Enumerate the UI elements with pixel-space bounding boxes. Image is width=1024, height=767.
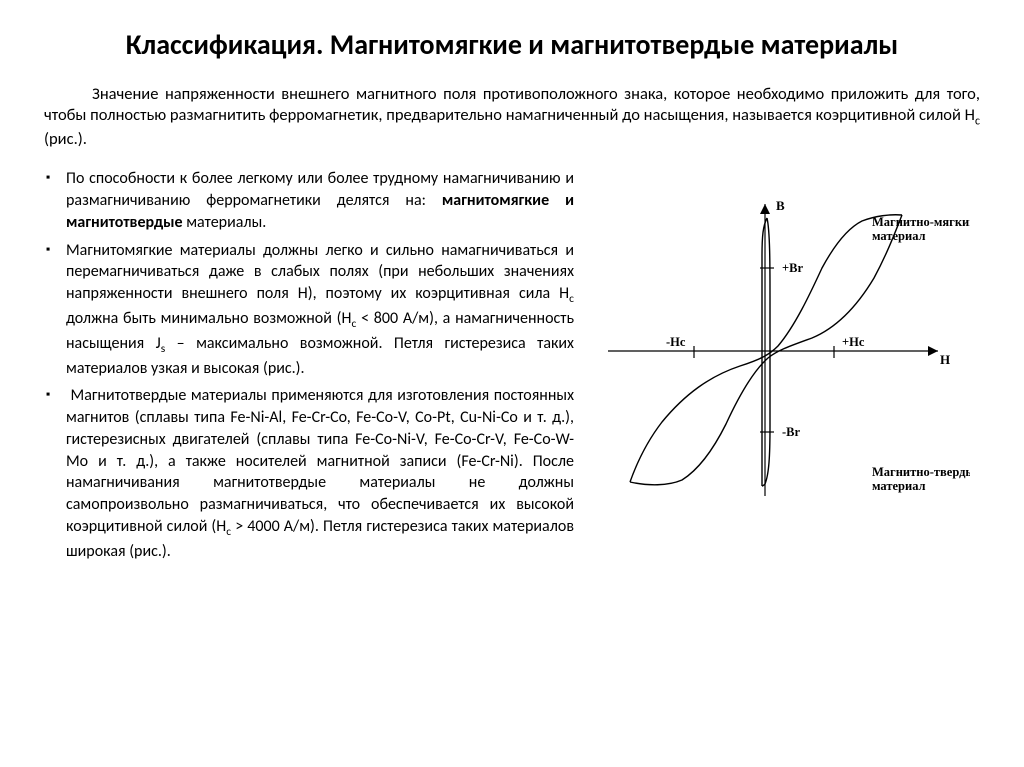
intro-paragraph: Значение напряженности внешнего магнитно…: [44, 84, 980, 151]
list-item: Магнитотвердые материалы применяются для…: [44, 385, 574, 562]
bullet-list: По способности к более легкому или более…: [44, 168, 574, 562]
label-minus-br: -Br: [782, 425, 801, 439]
content-columns: По способности к более легкому или более…: [44, 168, 980, 568]
label-plus-hc: +Hc: [842, 335, 865, 349]
label-plus-br: +Br: [782, 261, 803, 275]
list-item: По способности к более легкому или более…: [44, 168, 574, 233]
page-title: Классификация. Магнитомягкие и магнитотв…: [44, 28, 980, 62]
label-soft-material: Магнитно-мягкий материал: [872, 215, 970, 243]
hysteresis-diagram: B H +Br -Br +Hc -Hc Магнитно-мягкий мате…: [590, 186, 970, 526]
axis-label-h: H: [940, 352, 950, 367]
axis-label-b: B: [776, 198, 785, 213]
narrow-loop-right: [762, 218, 770, 486]
figure-column: B H +Br -Br +Hc -Hc Магнитно-мягкий мате…: [590, 168, 980, 568]
label-hard-material: Магнитно-твердый материал: [872, 465, 970, 493]
x-axis-arrow-icon: [928, 346, 938, 356]
wide-loop-bottom: [630, 215, 902, 485]
text-column: По способности к более легкому или более…: [44, 168, 574, 568]
list-item: Магнитомягкие материалы должны легко и с…: [44, 240, 574, 380]
label-minus-hc: -Hc: [666, 335, 686, 349]
y-axis-arrow-icon: [760, 204, 770, 214]
